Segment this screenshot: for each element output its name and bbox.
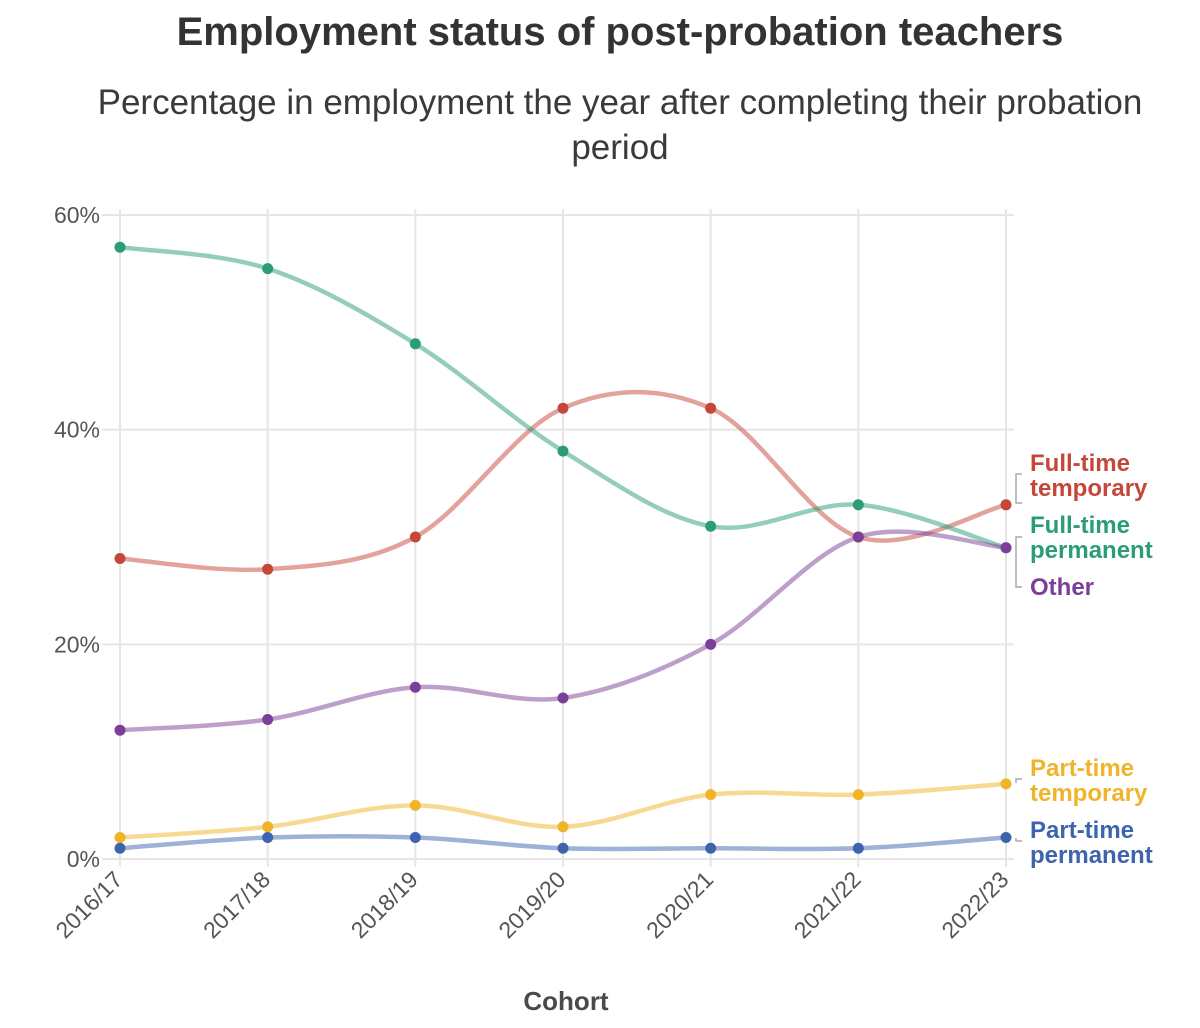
data-point	[1000, 499, 1012, 511]
data-point	[409, 531, 421, 543]
label-leader	[1015, 473, 1022, 504]
data-point	[852, 531, 864, 543]
data-point	[705, 638, 717, 650]
data-point	[557, 842, 569, 854]
data-point	[114, 241, 126, 253]
label-leader	[1015, 838, 1022, 842]
data-point	[262, 713, 274, 725]
data-point	[705, 520, 717, 532]
data-point	[409, 681, 421, 693]
label-leader	[1015, 778, 1022, 783]
data-point	[557, 692, 569, 704]
data-point	[262, 263, 274, 275]
data-point	[557, 402, 569, 414]
data-point	[1000, 778, 1012, 790]
y-axis-ticks: 0% 20% 40% 60%	[54, 202, 100, 872]
chart-subtitle: Percentage in employment the year after …	[97, 83, 1143, 167]
x-tick-label: 2021/22	[789, 866, 866, 943]
data-point	[852, 499, 864, 511]
label-leader	[1015, 536, 1022, 588]
series-label: permanent	[1030, 842, 1153, 869]
x-tick-label: 2020/21	[641, 866, 718, 943]
series-label: temporary	[1030, 475, 1148, 502]
data-point	[557, 821, 569, 833]
series-label: Other	[1030, 574, 1094, 601]
x-tick-label: 2022/23	[936, 866, 1013, 943]
y-tick-label: 40%	[54, 417, 100, 443]
series-points	[114, 241, 1012, 854]
x-tick-label: 2019/20	[493, 866, 570, 943]
series-label: Full-time	[1030, 450, 1130, 477]
data-point	[262, 821, 274, 833]
chart-title: Employment status of post-probation teac…	[176, 10, 1064, 54]
grid-layer	[102, 209, 1014, 867]
x-tick-label: 2016/17	[50, 866, 127, 943]
data-point	[114, 552, 126, 564]
x-tick-label: 2018/19	[346, 866, 423, 943]
data-point	[262, 563, 274, 575]
y-tick-label: 60%	[54, 202, 100, 228]
data-point	[114, 724, 126, 736]
y-tick-label: 0%	[67, 846, 100, 872]
data-point	[705, 402, 717, 414]
x-axis-label: Cohort	[523, 986, 609, 1016]
data-point	[114, 842, 126, 854]
data-point	[114, 832, 126, 844]
data-point	[852, 789, 864, 801]
data-point	[705, 789, 717, 801]
series-label: permanent	[1030, 537, 1153, 564]
series-label: Full-time	[1030, 512, 1130, 539]
data-point	[262, 832, 274, 844]
x-axis-ticks: 2016/17 2017/18 2018/19 2019/20 2020/21 2021/…	[50, 866, 1013, 943]
series-label: temporary	[1030, 780, 1148, 807]
data-point	[852, 842, 864, 854]
series-labels: Full-timetemporaryFull-timepermanentOthe…	[1015, 450, 1153, 869]
y-tick-label: 20%	[54, 631, 100, 657]
series-label: Part-time	[1030, 817, 1134, 844]
data-point	[557, 445, 569, 457]
data-point	[409, 832, 421, 844]
series-label: Part-time	[1030, 755, 1134, 782]
data-point	[705, 842, 717, 854]
data-point	[409, 338, 421, 350]
data-point	[1000, 832, 1012, 844]
data-point	[1000, 542, 1012, 554]
data-point	[409, 799, 421, 811]
x-tick-label: 2017/18	[198, 866, 275, 943]
